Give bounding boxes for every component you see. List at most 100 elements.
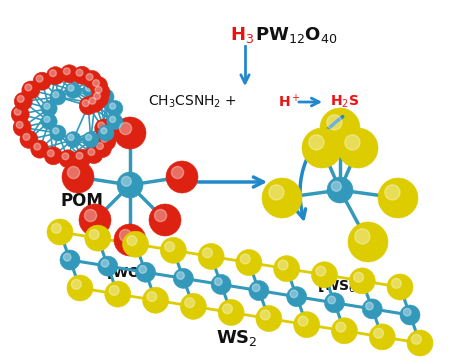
- Circle shape: [101, 260, 109, 267]
- Text: [WS$_6$]: [WS$_6$]: [317, 278, 363, 296]
- Circle shape: [117, 172, 143, 198]
- Circle shape: [44, 147, 62, 165]
- Circle shape: [327, 115, 342, 130]
- Circle shape: [50, 125, 66, 141]
- Circle shape: [84, 210, 97, 222]
- Circle shape: [290, 290, 298, 298]
- Circle shape: [23, 134, 30, 140]
- Circle shape: [327, 177, 353, 203]
- Circle shape: [365, 302, 373, 310]
- Circle shape: [41, 100, 57, 116]
- Circle shape: [98, 122, 105, 129]
- Circle shape: [260, 310, 270, 320]
- Circle shape: [85, 145, 103, 163]
- Circle shape: [89, 98, 96, 104]
- Circle shape: [14, 93, 32, 111]
- Circle shape: [97, 143, 103, 149]
- Circle shape: [83, 82, 99, 98]
- Circle shape: [83, 71, 101, 89]
- Circle shape: [68, 134, 74, 140]
- Circle shape: [302, 128, 342, 168]
- Circle shape: [53, 92, 59, 98]
- Circle shape: [114, 117, 146, 149]
- Circle shape: [215, 278, 222, 285]
- Circle shape: [101, 128, 108, 135]
- Circle shape: [98, 132, 116, 150]
- Circle shape: [95, 119, 113, 137]
- Circle shape: [369, 324, 395, 350]
- Circle shape: [64, 68, 70, 75]
- Circle shape: [89, 230, 99, 239]
- Circle shape: [25, 84, 32, 91]
- Circle shape: [16, 121, 23, 128]
- Circle shape: [65, 82, 81, 98]
- Circle shape: [166, 161, 198, 193]
- Circle shape: [252, 284, 260, 292]
- Circle shape: [349, 268, 375, 294]
- Circle shape: [354, 272, 364, 282]
- Circle shape: [411, 334, 421, 344]
- Circle shape: [385, 185, 400, 200]
- Circle shape: [109, 116, 116, 122]
- Circle shape: [331, 318, 357, 344]
- Circle shape: [85, 134, 91, 140]
- Circle shape: [107, 100, 123, 116]
- Circle shape: [119, 122, 132, 135]
- Circle shape: [236, 249, 262, 275]
- Circle shape: [136, 262, 155, 282]
- Circle shape: [13, 118, 31, 136]
- Circle shape: [387, 274, 413, 300]
- Circle shape: [67, 166, 80, 179]
- Circle shape: [60, 65, 78, 83]
- Circle shape: [316, 266, 326, 276]
- Circle shape: [67, 275, 93, 301]
- Circle shape: [98, 125, 114, 141]
- Circle shape: [101, 135, 108, 142]
- Circle shape: [22, 81, 40, 99]
- Circle shape: [109, 285, 119, 296]
- Text: CH$_3$CSNH$_2$ +: CH$_3$CSNH$_2$ +: [148, 94, 238, 110]
- Circle shape: [17, 95, 24, 102]
- Circle shape: [269, 185, 284, 200]
- Circle shape: [86, 94, 104, 112]
- Circle shape: [53, 128, 59, 134]
- Circle shape: [92, 80, 100, 86]
- Circle shape: [50, 89, 66, 105]
- Circle shape: [180, 293, 206, 319]
- Circle shape: [311, 262, 337, 288]
- Circle shape: [287, 287, 307, 307]
- Text: PW$_{12}$O$_{40}$: PW$_{12}$O$_{40}$: [255, 25, 337, 45]
- Circle shape: [222, 304, 232, 314]
- Circle shape: [336, 322, 346, 332]
- Circle shape: [218, 300, 244, 325]
- Circle shape: [44, 116, 50, 122]
- Circle shape: [20, 130, 38, 148]
- Text: [WO$_6$]: [WO$_6$]: [106, 265, 154, 282]
- Circle shape: [72, 279, 82, 289]
- Circle shape: [93, 140, 111, 158]
- Circle shape: [98, 125, 116, 143]
- Circle shape: [185, 298, 195, 308]
- Circle shape: [249, 280, 269, 301]
- Circle shape: [378, 178, 418, 218]
- Circle shape: [98, 89, 114, 105]
- Circle shape: [62, 161, 94, 193]
- Circle shape: [400, 305, 420, 325]
- Circle shape: [155, 210, 166, 222]
- Circle shape: [324, 293, 345, 313]
- Circle shape: [31, 140, 49, 158]
- Circle shape: [33, 72, 51, 90]
- Circle shape: [83, 132, 99, 148]
- Circle shape: [407, 330, 433, 356]
- Circle shape: [211, 274, 231, 294]
- Text: H$^+$: H$^+$: [278, 93, 301, 111]
- Circle shape: [59, 150, 77, 168]
- Circle shape: [160, 237, 186, 263]
- Circle shape: [47, 150, 54, 157]
- Circle shape: [11, 105, 29, 123]
- Circle shape: [98, 256, 118, 276]
- Circle shape: [51, 224, 61, 233]
- Circle shape: [298, 316, 308, 326]
- Circle shape: [139, 266, 146, 273]
- Circle shape: [114, 224, 146, 256]
